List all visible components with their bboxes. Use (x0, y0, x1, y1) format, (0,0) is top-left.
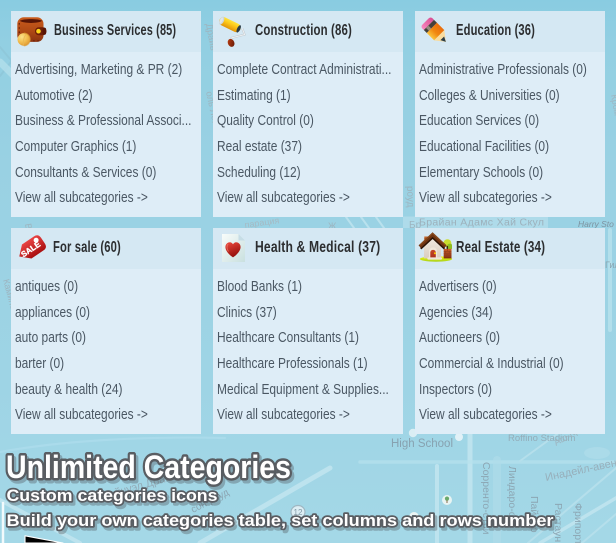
svg-text:Custom categories icons: Custom categories icons (9, 489, 220, 508)
svg-text:Ж: Ж (328, 221, 337, 231)
svg-text:Сорренто-стри: Сорренто-стри (480, 462, 492, 535)
svg-text:Custom categories icons: Custom categories icons (7, 486, 218, 505)
svg-text:Растаун: Растаун (552, 503, 564, 542)
svg-text:Unlimited Categories: Unlimited Categories (6, 449, 291, 485)
svg-text:12: 12 (294, 508, 303, 517)
svg-text:Unlimited Categories: Unlimited Categories (8, 452, 293, 488)
svg-text:Кром: Кром (609, 94, 616, 117)
svg-text:парация: парация (244, 215, 280, 230)
svg-text:роуд: роуд (404, 186, 416, 208)
svg-text:Harry Sto: Harry Sto (578, 219, 614, 229)
svg-text:Пайпер: Пайпер (528, 496, 540, 533)
svg-text:High School: High School (391, 438, 453, 450)
svg-text:Build your own categories tabl: Build your own categories table, set col… (9, 514, 556, 533)
svg-text:Фрипорт: Фрипорт (572, 503, 584, 543)
svg-text:Гил: Гил (605, 260, 616, 270)
svg-text:Roffino Stadium: Roffino Stadium (508, 433, 576, 444)
svg-text:Линдаро-стр: Линдаро-стр (506, 466, 518, 528)
svg-text:Брайан Адамс Хай Скул: Брайан Адамс Хай Скул (419, 217, 544, 229)
svg-text:Бр: Бр (409, 220, 422, 231)
svg-text:Build your own categories tabl: Build your own categories table, set col… (7, 511, 554, 530)
